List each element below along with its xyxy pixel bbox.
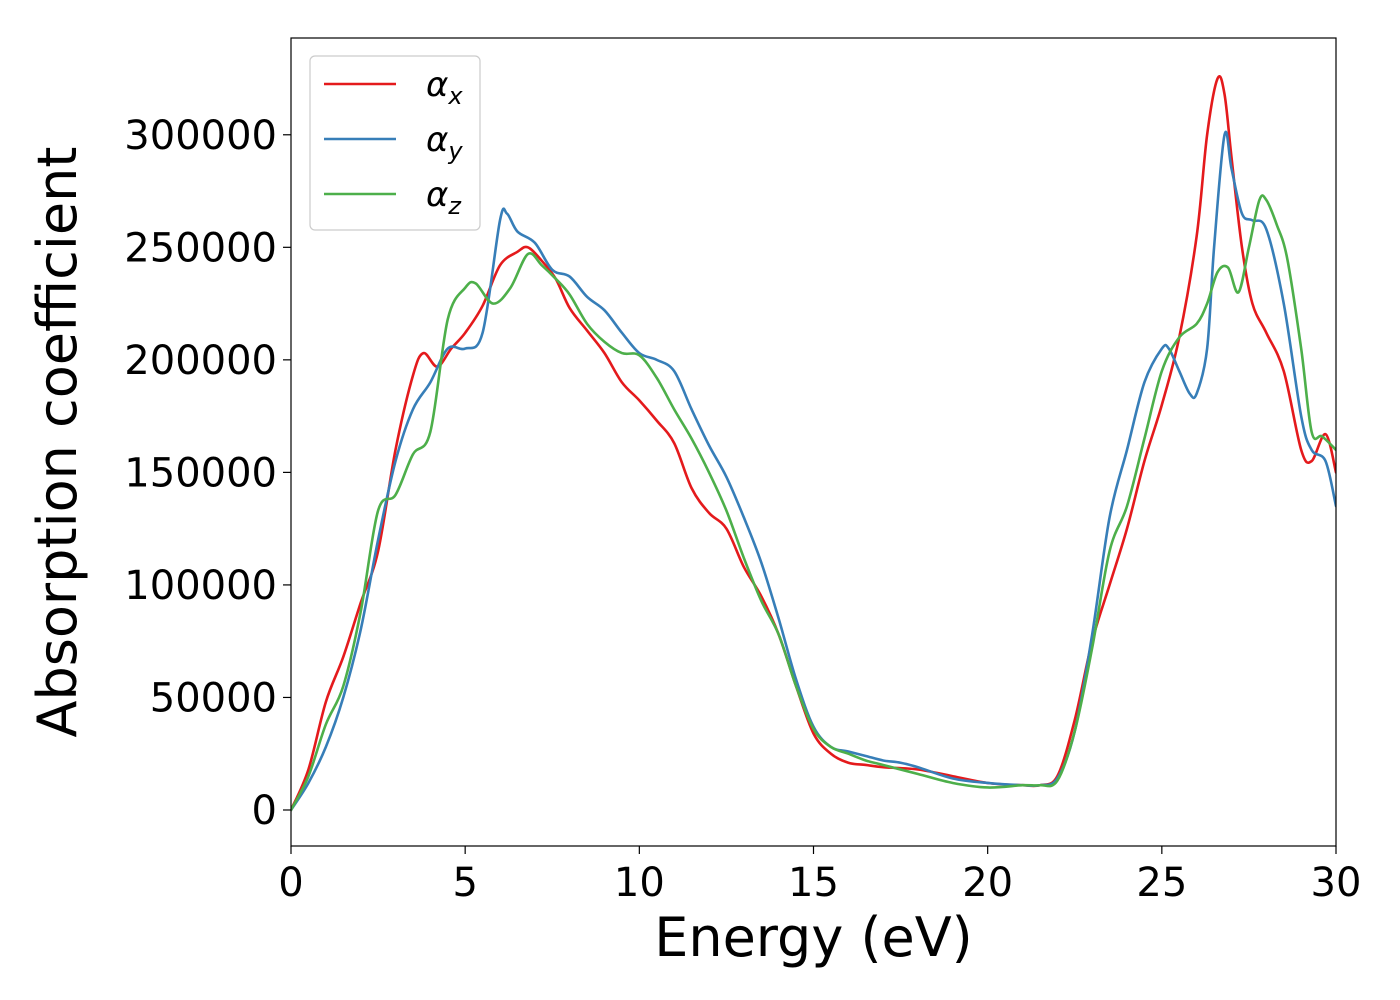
y-axis: 0 50000 100000 150000 200000 250000 300000 [124, 113, 291, 834]
series-line-alpha-z [291, 194, 1336, 812]
x-tick-label: 5 [452, 860, 477, 906]
x-tick-label: 25 [1136, 860, 1187, 906]
y-tick-label: 50000 [150, 675, 277, 721]
legend-label-alpha-z: αz [426, 175, 462, 220]
y-tick-label: 100000 [124, 563, 277, 609]
x-axis-label: Energy (eV) [654, 906, 973, 969]
y-tick-label: 250000 [124, 225, 277, 271]
x-axis: 0 5 10 15 20 25 30 [278, 846, 1361, 906]
legend-box [309, 55, 481, 231]
y-tick-label: 200000 [124, 338, 277, 384]
series-line-alpha-y [291, 130, 1336, 812]
x-tick-label: 30 [1311, 860, 1362, 906]
y-axis-label: Absorption coefficient [26, 147, 89, 738]
series-layer [291, 74, 1336, 812]
x-tick-label: 15 [788, 860, 839, 906]
x-tick-label: 20 [962, 860, 1013, 906]
y-tick-label: 300000 [124, 113, 277, 159]
x-tick-label: 0 [278, 860, 303, 906]
y-tick-label: 150000 [124, 450, 277, 496]
y-tick-label: 0 [252, 788, 277, 834]
x-tick-label: 10 [614, 860, 665, 906]
